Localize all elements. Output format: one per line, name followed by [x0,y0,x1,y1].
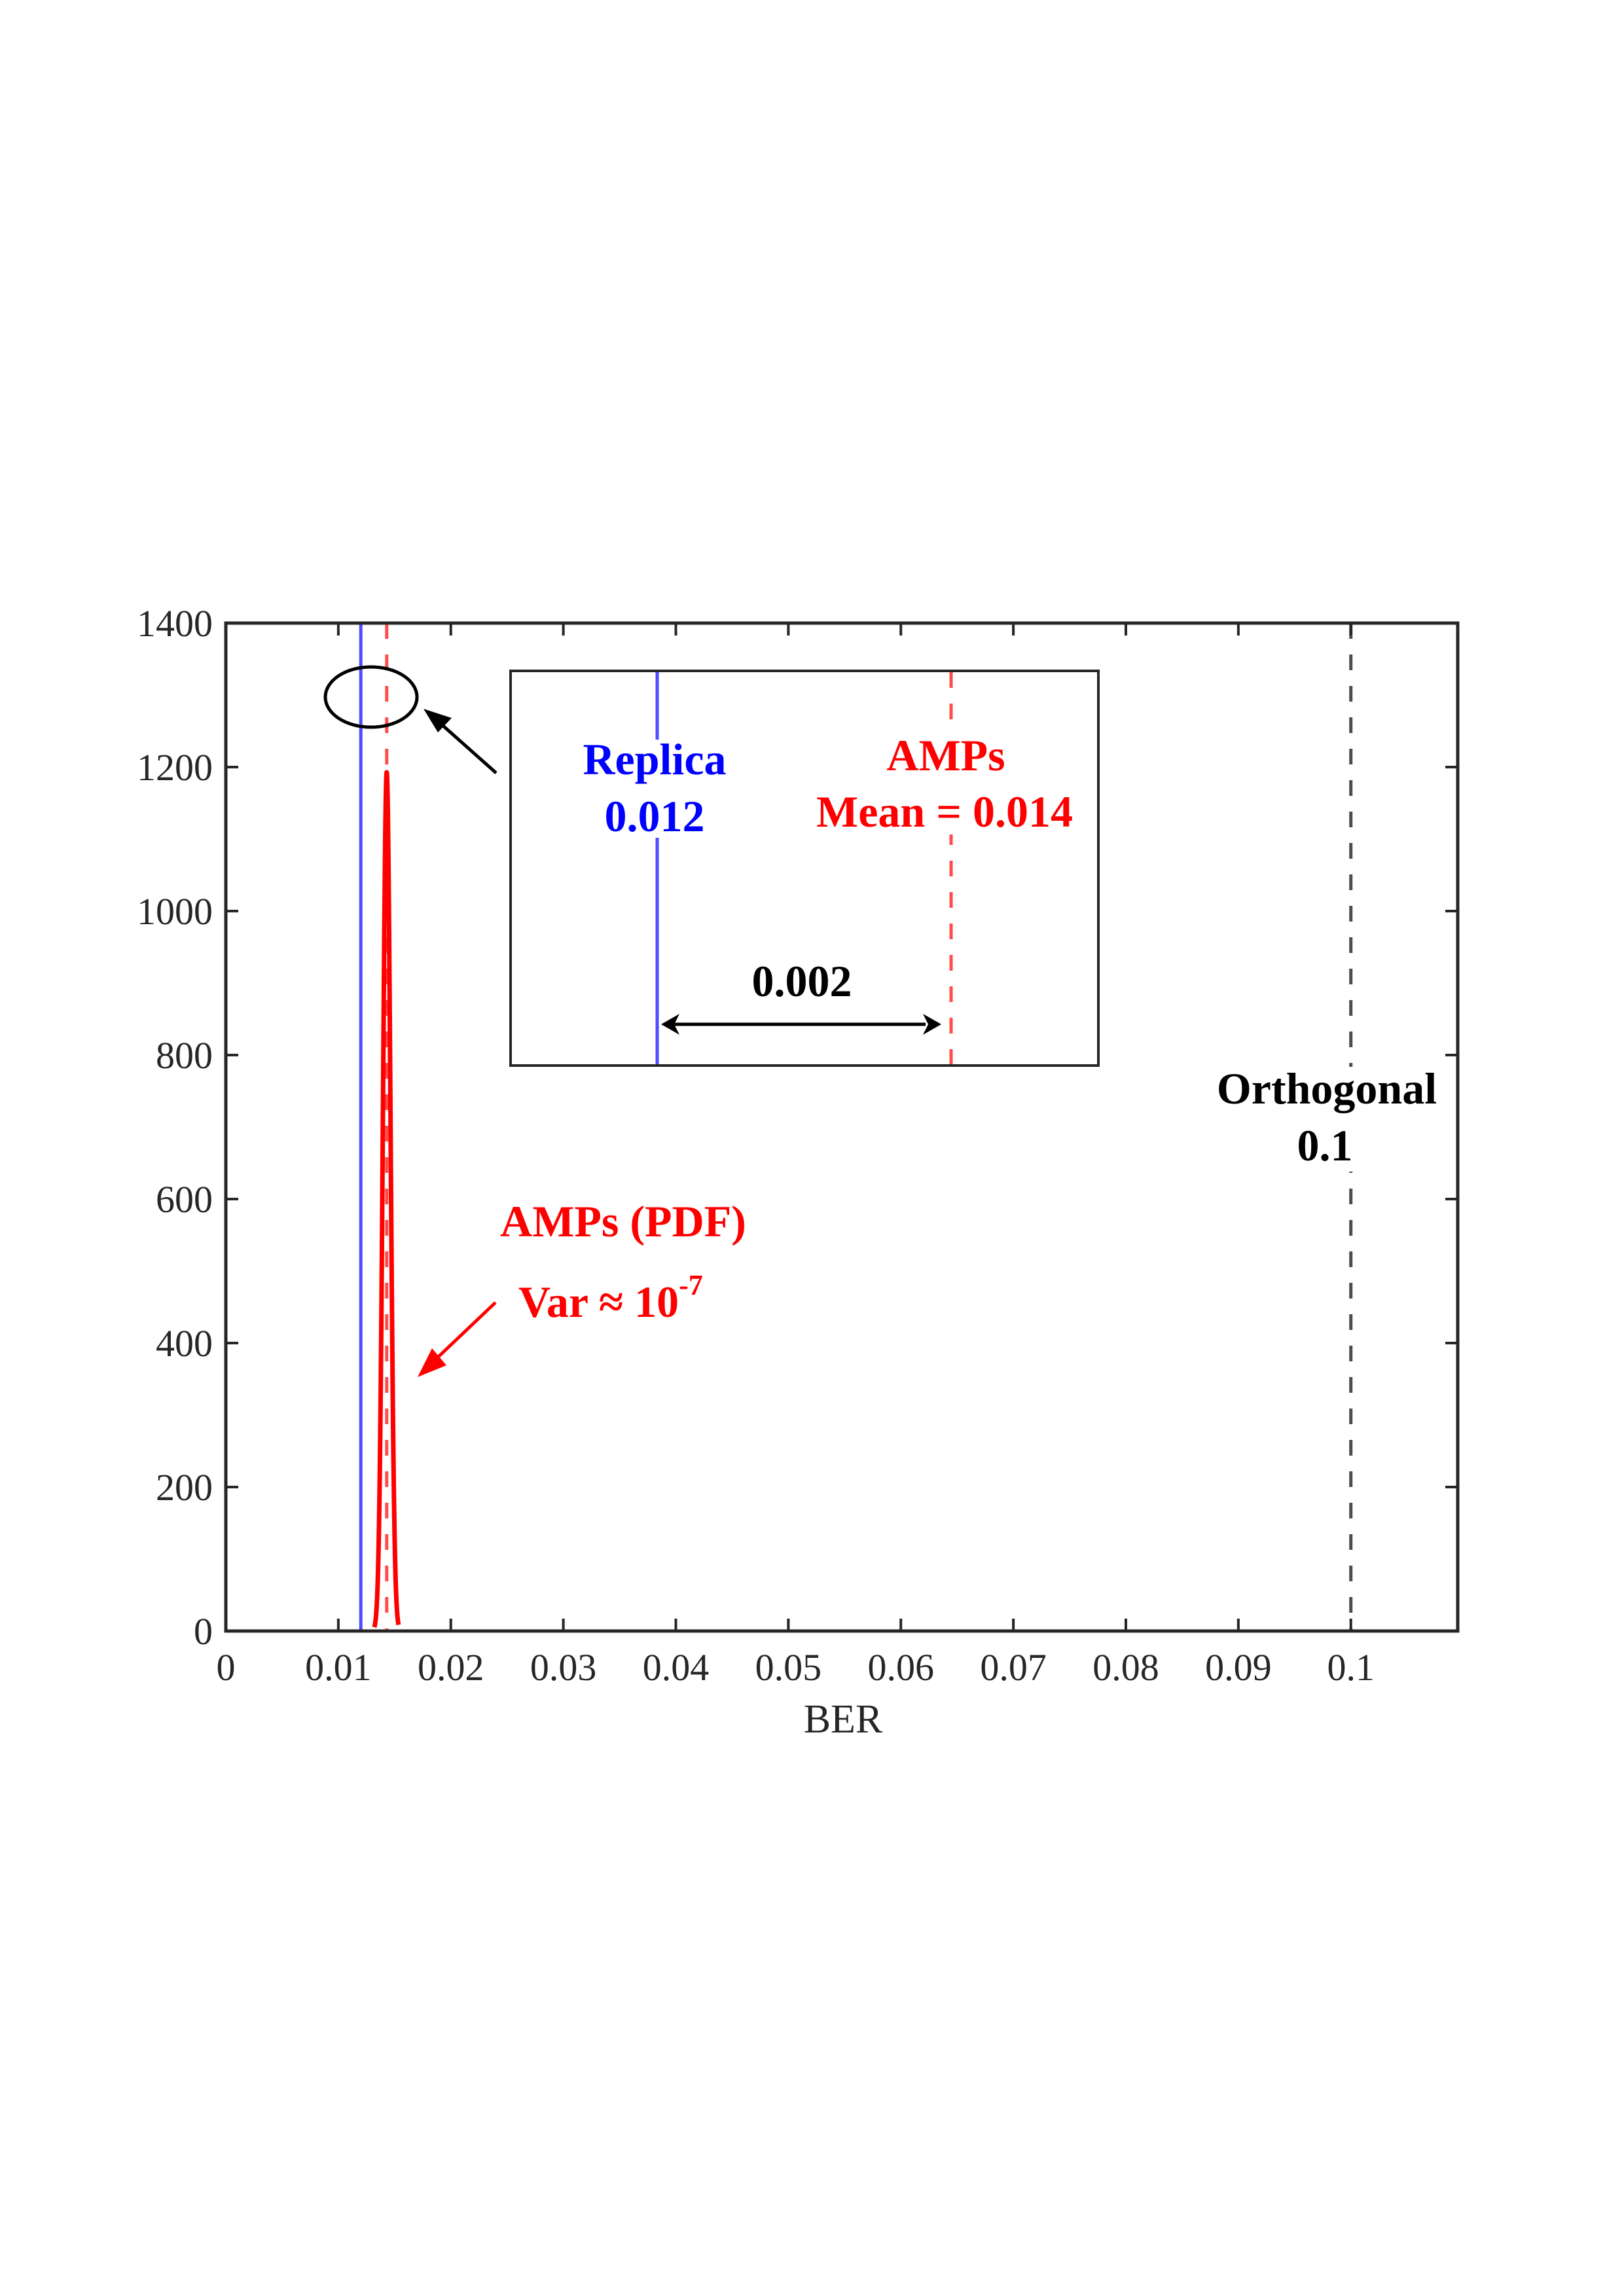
inset-amps-title: AMPs [886,730,1005,780]
inset-zoom-panel: Replica 0.012 AMPs Mean = 0.014 0.002 [509,670,1100,1067]
x-tick-label: 0 [217,1646,236,1689]
y-tick-label: 1400 [137,602,213,645]
x-tick-label: 0.06 [867,1646,934,1689]
pdf-variance-exponent: -7 [679,1269,703,1301]
x-tick-label: 0.1 [1327,1646,1375,1689]
y-tick-label: 600 [156,1178,213,1221]
inset-replica-title: Replica [583,734,726,784]
pdf-title: AMPs (PDF) [500,1196,746,1246]
orthogonal-label-bg [1204,1067,1450,1172]
inset-pointer-arrow-line [436,719,497,774]
inset-gap-label: 0.002 [752,956,852,1006]
x-axis-ticks: 0 0.01 0.02 0.03 0.04 0.05 0.06 0.07 0.08 0.09 0.1 [217,623,1375,1689]
highlight-ellipse [323,665,419,729]
amps-pdf-curve [372,770,401,1629]
axes-box [224,621,1460,1633]
pdf-variance-base: Var ≈ 10 [518,1277,679,1327]
x-tick-label: 0.03 [530,1646,597,1689]
pdf-pointer-arrow-line [428,1301,497,1367]
inset-replica-label-bg [576,740,733,838]
pdf-variance: Var ≈ 10-7 [518,1269,703,1327]
y-tick-label: 1200 [137,746,213,789]
x-tick-label: 0.08 [1092,1646,1159,1689]
y-tick-label: 200 [156,1466,213,1509]
inset-amps-mean-label: Mean = 0.014 [816,787,1073,836]
y-axis-ticks: 0 200 400 600 800 1000 1200 1400 [137,602,1458,1653]
x-tick-label: 0.01 [305,1646,372,1689]
x-tick-label: 0.02 [418,1646,484,1689]
y-tick-label: 1000 [137,890,213,933]
inset-gap-arrow-left-icon [661,1014,679,1035]
pdf-pointer-arrowhead-icon [418,1348,446,1377]
orthogonal-value: 0.1 [1297,1121,1353,1170]
y-tick-label: 400 [156,1322,213,1365]
x-tick-label: 0.07 [980,1646,1047,1689]
inset-replica-value: 0.012 [605,791,705,841]
inset-pointer-arrowhead-icon [424,709,452,732]
inset-gap-arrow-right-icon [923,1014,941,1035]
x-axis-label: BER [804,1697,883,1742]
x-tick-label: 0.05 [755,1646,822,1689]
x-tick-label: 0.04 [643,1646,710,1689]
inset-amps-label-bg [808,730,1090,834]
x-tick-label: 0.09 [1205,1646,1272,1689]
orthogonal-title: Orthogonal [1217,1064,1437,1113]
y-tick-label: 800 [156,1034,213,1077]
y-tick-label: 0 [194,1610,213,1653]
